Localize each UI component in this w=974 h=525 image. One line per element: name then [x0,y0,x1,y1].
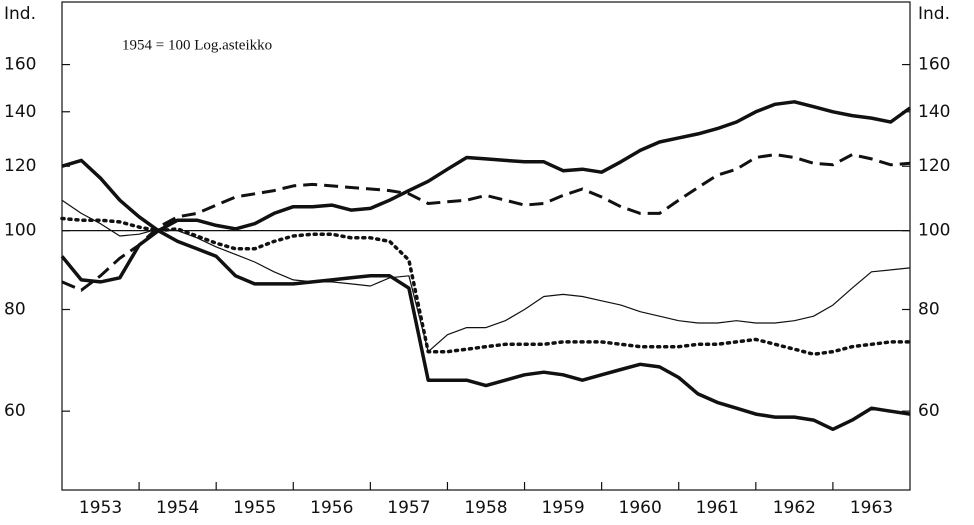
series-line [61,158,911,432]
series-line [60,100,912,284]
plot-frame [61,1,911,491]
y2-tick-label: 140 [918,102,950,122]
x-tick-label: 1953 [79,498,122,518]
y-axis-label: Ind. [4,4,36,24]
y-tick-label: 80 [4,300,26,320]
y2-tick-label: 120 [918,156,950,176]
y-tick-label: 100 [4,221,36,241]
y-tick-label: 120 [4,156,36,176]
x-tick-label: 1957 [387,498,430,518]
x-tick-label: 1954 [156,498,199,518]
y2-tick-label: 160 [918,55,950,75]
x-tick-label: 1955 [233,498,276,518]
x-tick-label: 1958 [464,498,507,518]
y2-tick-label: 80 [918,300,940,320]
x-tick-label: 1956 [310,498,353,518]
y-tick-label: 160 [4,55,36,75]
x-tick-label: 1962 [773,498,816,518]
series-line [61,199,911,353]
x-tick-label: 1961 [696,498,739,518]
y2-tick-label: 60 [918,401,940,421]
y-tick-label: 60 [4,401,26,421]
y-tick-label: 140 [4,102,36,122]
series-line [60,216,912,356]
x-tick-label: 1959 [541,498,584,518]
x-tick-label: 1963 [850,498,893,518]
annotation: 1954 = 100 Log.asteikko [122,37,272,53]
series-line [61,153,911,292]
y2-axis-label: Ind. [918,4,950,24]
x-tick-label: 1960 [619,498,662,518]
y2-tick-label: 100 [918,221,950,241]
